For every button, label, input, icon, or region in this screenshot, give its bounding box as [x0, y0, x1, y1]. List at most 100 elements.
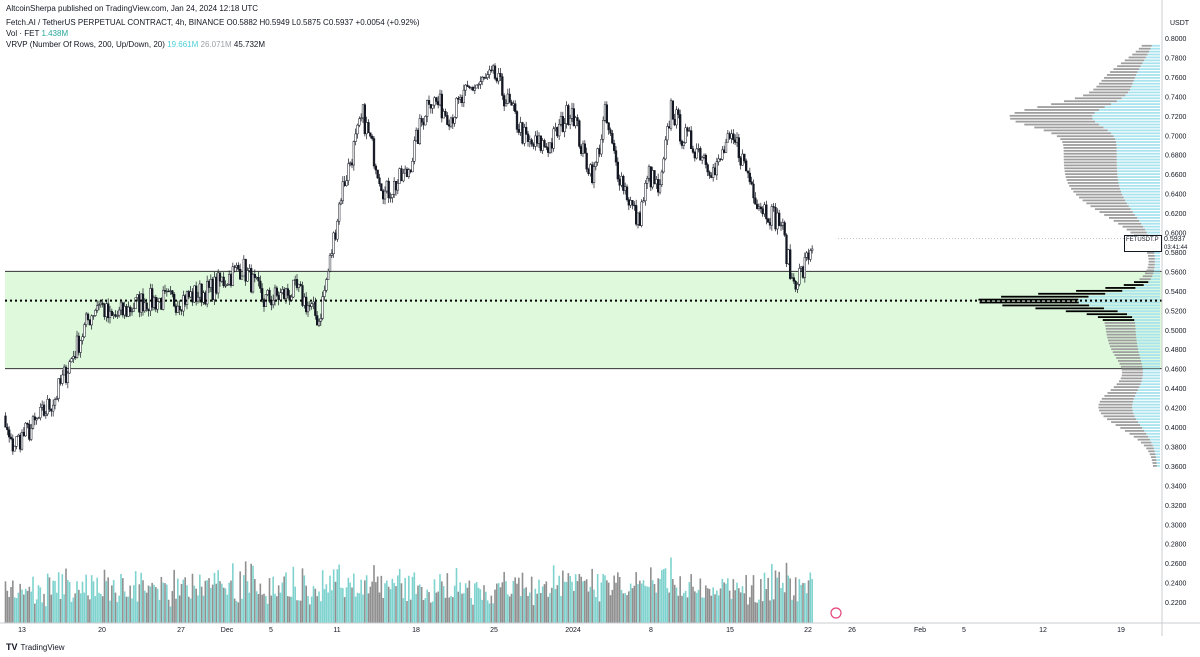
- candle-body: [328, 255, 332, 272]
- volume-bar: [61, 574, 64, 623]
- volume-bar: [162, 582, 164, 623]
- volume-bar: [466, 587, 469, 623]
- price-tick-label: 0.4800: [1165, 347, 1187, 354]
- volume-bar: [307, 596, 309, 623]
- volume-bar: [367, 593, 370, 623]
- volume-profile-bar-up: [1089, 304, 1160, 307]
- volume-bar: [283, 576, 285, 623]
- volume-bar: [125, 596, 128, 623]
- volume-value: 1.438M: [41, 29, 69, 38]
- volume-profile-bar-down: [1105, 327, 1136, 330]
- last-price-symbol-tag: FETUSDT.P: [1124, 235, 1162, 252]
- volume-bar: [336, 569, 339, 623]
- volume-bar: [202, 595, 205, 623]
- volume-bar: [644, 585, 647, 623]
- volume-profile-bar-up: [1117, 170, 1160, 173]
- volume-bar: [791, 599, 793, 623]
- candle-body: [400, 168, 403, 182]
- candle-body: [108, 310, 112, 319]
- candle-body: [246, 270, 249, 282]
- time-tick-label: Feb: [914, 627, 926, 634]
- price-tick-label: 0.3000: [1165, 522, 1187, 529]
- volume-legend[interactable]: Vol · FET 1.438M: [6, 29, 68, 39]
- vrvp-legend[interactable]: VRVP (Number Of Rows, 200, Up/Down, 20) …: [6, 40, 265, 50]
- volume-bar: [156, 588, 159, 623]
- volume-profile-bar-up: [1142, 377, 1160, 380]
- time-tick-label: 5: [962, 627, 966, 634]
- candle-body: [603, 104, 607, 121]
- candle-body: [583, 143, 586, 154]
- volume-bar: [228, 582, 230, 623]
- candle-body: [279, 292, 282, 301]
- symbol-legend[interactable]: Fetch.AI / TetherUS PERPETUAL CONTRACT, …: [6, 18, 420, 28]
- volume-bar: [266, 603, 269, 623]
- candle-body: [130, 310, 134, 313]
- volume-profile-bar-down: [1069, 184, 1120, 187]
- volume-bar: [448, 597, 450, 623]
- candle-body: [59, 378, 62, 384]
- volume-bar: [13, 597, 16, 623]
- volume-profile-bar-up: [1117, 176, 1160, 178]
- candle-body: [94, 310, 97, 316]
- candle-body: [121, 302, 124, 316]
- candle-body: [638, 212, 641, 226]
- candle-body: [380, 183, 383, 191]
- volume-profile-bar-up: [1135, 322, 1160, 324]
- volume-bar: [617, 572, 619, 623]
- volume-profile-bar-down: [1104, 76, 1135, 79]
- volume-bar: [492, 603, 494, 623]
- candle-body: [248, 268, 251, 271]
- candle-body: [294, 279, 297, 281]
- candle-body: [779, 224, 783, 227]
- volume-profile-bar-up: [1116, 167, 1160, 170]
- candle-body: [748, 172, 751, 183]
- volume-bar: [180, 583, 183, 623]
- candle-body: [55, 398, 58, 400]
- volume-bar: [138, 584, 141, 623]
- candle-body: [680, 140, 684, 146]
- candle-body: [481, 76, 484, 82]
- candle-body: [57, 378, 60, 399]
- volume-bar: [800, 584, 802, 623]
- candle-body: [303, 296, 306, 306]
- footer-brand[interactable]: TV TradingView: [6, 642, 65, 652]
- volume-bar: [100, 593, 102, 623]
- volume-profile-bar-down: [1109, 345, 1138, 348]
- volume-profile-bar-down: [1147, 254, 1155, 257]
- candle-body: [501, 76, 504, 96]
- vrvp-total-value: 45.732M: [233, 40, 266, 49]
- volume-bar: [703, 597, 705, 623]
- currency-unit[interactable]: USDT: [1170, 20, 1190, 27]
- candle-body: [455, 97, 458, 118]
- candle-body: [163, 290, 167, 292]
- volume-bar: [694, 591, 696, 623]
- candle-body: [572, 108, 575, 127]
- candle-body: [180, 309, 183, 312]
- volume-bar: [639, 580, 641, 623]
- candle-body: [611, 133, 614, 144]
- volume-profile-bar-down: [1122, 371, 1143, 374]
- candle-body: [477, 84, 480, 86]
- volume-profile-bar-down: [1108, 217, 1138, 219]
- candle-body: [774, 207, 777, 230]
- volume-bar: [461, 593, 463, 623]
- volume-profile-bar-up: [1150, 278, 1160, 281]
- volume-bar: [314, 588, 317, 623]
- candle-body: [422, 121, 425, 126]
- volume-profile-bar-up: [1119, 187, 1160, 190]
- volume-bar: [772, 599, 775, 623]
- volume-profile-bar-down: [1128, 56, 1146, 59]
- candle-body: [103, 304, 106, 318]
- candle-body: [418, 118, 421, 144]
- candle-body: [75, 335, 79, 358]
- volume-bar: [52, 580, 54, 623]
- candle-body: [440, 93, 443, 119]
- volume-profile-bar-up: [1094, 111, 1160, 114]
- candle-body: [602, 120, 605, 140]
- candle-body: [372, 138, 376, 167]
- volume-bar: [558, 575, 560, 623]
- volume-profile-bar-down: [1148, 450, 1155, 453]
- volume-bar: [409, 599, 412, 623]
- price-tick-label: 0.5400: [1165, 289, 1187, 296]
